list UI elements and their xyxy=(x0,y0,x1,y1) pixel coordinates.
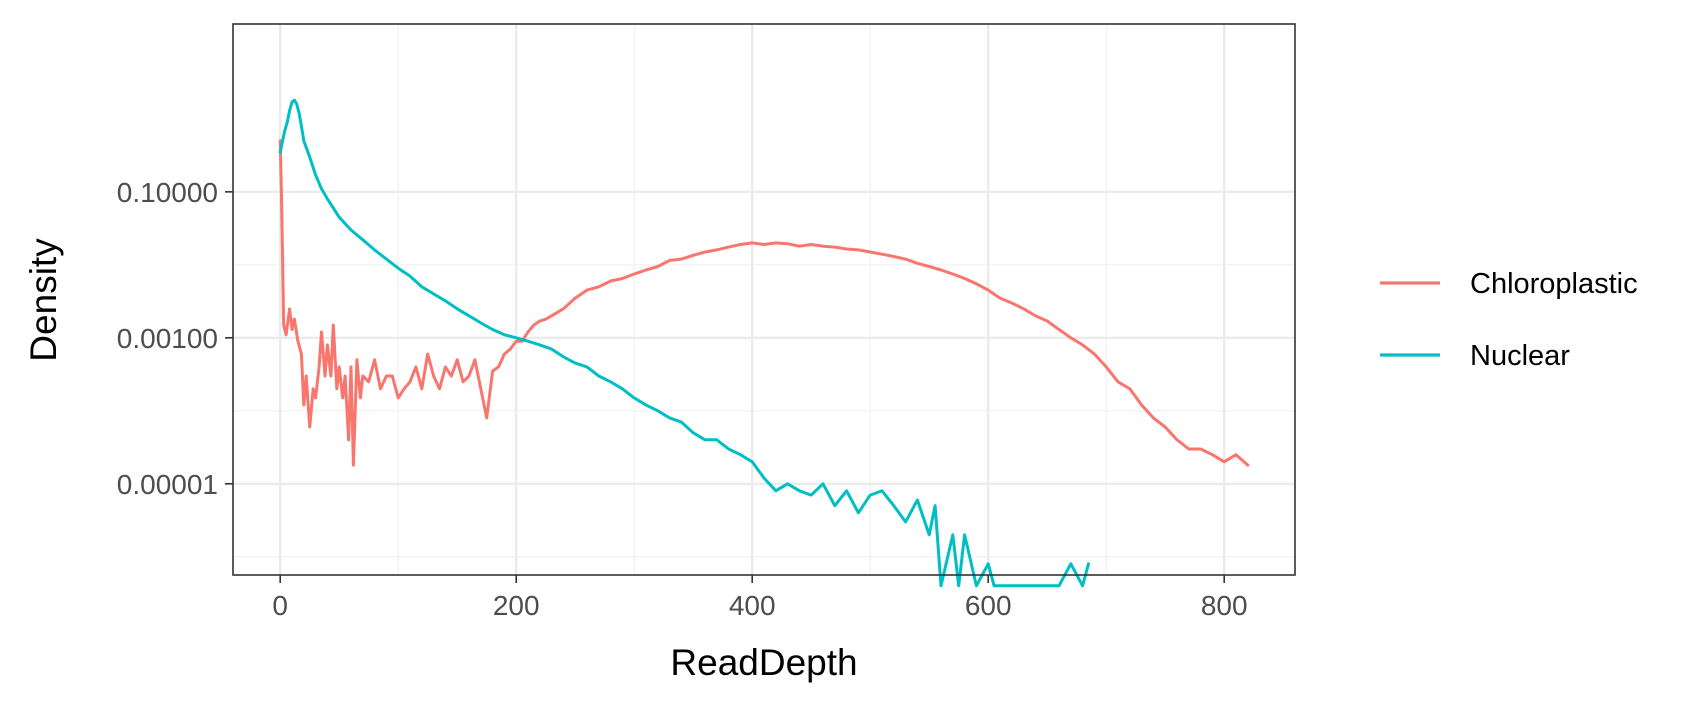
x-axis-title: ReadDepth xyxy=(670,642,857,683)
y-tick-label: 0.10000 xyxy=(117,177,218,208)
legend-item-nuclear: Nuclear xyxy=(1380,340,1570,372)
y-tick-label: 0.00100 xyxy=(117,323,218,354)
grid-minor xyxy=(233,24,1295,575)
series-layer xyxy=(278,98,1250,588)
grid-major xyxy=(233,24,1295,575)
x-tick-label: 800 xyxy=(1201,590,1248,621)
x-axis: 0 200 400 600 800 xyxy=(272,575,1248,621)
legend-label: Chloroplastic xyxy=(1470,268,1638,300)
y-axis-title: Density xyxy=(23,238,64,362)
series-line-chloroplastic xyxy=(278,139,1250,467)
x-tick-label: 400 xyxy=(729,590,776,621)
x-tick-label: 200 xyxy=(493,590,540,621)
x-tick-label: 600 xyxy=(965,590,1012,621)
legend-label: Nuclear xyxy=(1470,340,1570,372)
y-tick-label: 0.00001 xyxy=(117,469,218,500)
series-line-nuclear xyxy=(278,98,1090,588)
plot-border xyxy=(232,23,1296,576)
x-tick-label: 0 xyxy=(272,590,288,621)
legend: Chloroplastic Nuclear xyxy=(1380,268,1638,372)
legend-item-chloroplastic: Chloroplastic xyxy=(1380,268,1638,300)
y-axis: 0.10000 0.00100 0.00001 xyxy=(117,177,233,500)
plot-panel xyxy=(233,24,1295,575)
